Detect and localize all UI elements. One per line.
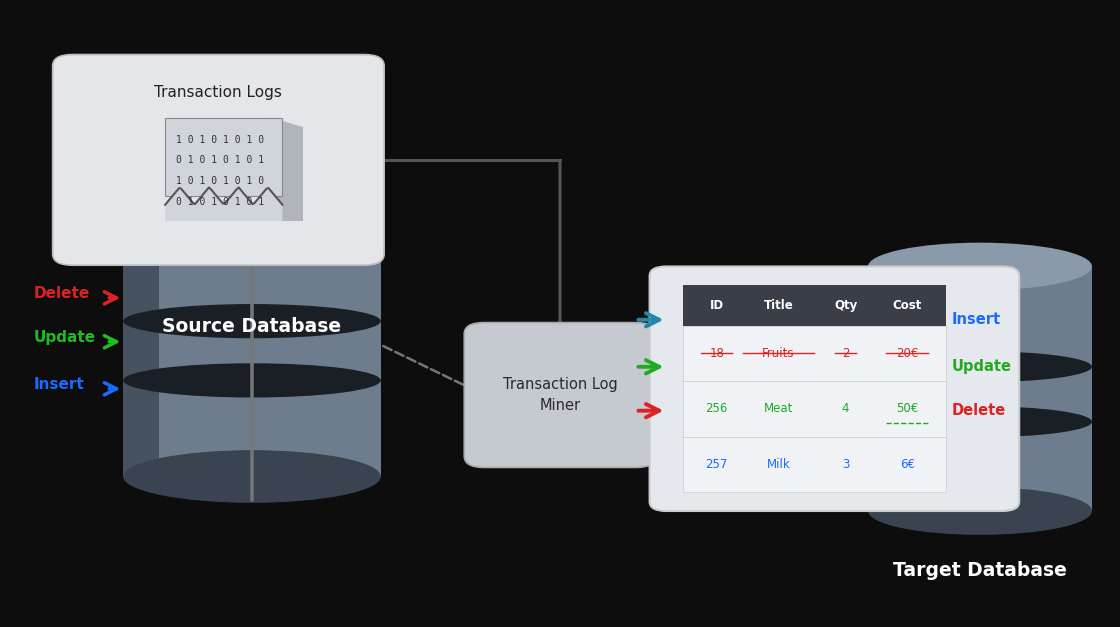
Ellipse shape — [123, 304, 381, 339]
Ellipse shape — [868, 351, 1092, 382]
Text: ID: ID — [710, 299, 724, 312]
Text: Update: Update — [952, 359, 1012, 374]
Text: 4: 4 — [842, 403, 849, 416]
Text: Transaction Log
Miner: Transaction Log Miner — [503, 377, 617, 413]
Ellipse shape — [123, 187, 381, 240]
Ellipse shape — [123, 450, 381, 503]
FancyBboxPatch shape — [650, 266, 1019, 511]
Text: 0 1 0 1 0 1 0 1: 0 1 0 1 0 1 0 1 — [177, 155, 264, 165]
Polygon shape — [868, 266, 1092, 511]
Text: Source Database: Source Database — [162, 317, 342, 335]
Ellipse shape — [868, 487, 1092, 535]
Text: Update: Update — [34, 330, 95, 345]
Text: 0 1 0 1 0 1 0 1: 0 1 0 1 0 1 0 1 — [177, 197, 264, 206]
Polygon shape — [166, 118, 282, 196]
Text: 50€: 50€ — [896, 403, 918, 416]
Text: 1 0 1 0 1 0 1 0: 1 0 1 0 1 0 1 0 — [177, 176, 264, 186]
Text: Insert: Insert — [952, 312, 1001, 327]
Polygon shape — [868, 266, 899, 511]
Ellipse shape — [868, 243, 1092, 290]
Text: Insert: Insert — [34, 377, 84, 392]
Ellipse shape — [123, 363, 381, 398]
Polygon shape — [166, 187, 282, 221]
FancyBboxPatch shape — [683, 285, 946, 325]
Text: Delete: Delete — [952, 403, 1006, 418]
Text: 6€: 6€ — [899, 458, 915, 471]
Text: Milk: Milk — [766, 458, 791, 471]
Text: Delete: Delete — [34, 286, 90, 301]
FancyBboxPatch shape — [683, 436, 946, 492]
FancyBboxPatch shape — [683, 381, 946, 436]
Polygon shape — [271, 118, 302, 221]
FancyBboxPatch shape — [464, 323, 656, 468]
FancyBboxPatch shape — [53, 55, 384, 265]
Text: 18: 18 — [709, 347, 725, 360]
Text: Meat: Meat — [764, 403, 793, 416]
Text: Cost: Cost — [893, 299, 922, 312]
Text: 1 0 1 0 1 0 1 0: 1 0 1 0 1 0 1 0 — [177, 135, 264, 144]
Text: 256: 256 — [706, 403, 728, 416]
Polygon shape — [123, 213, 381, 477]
Text: Title: Title — [764, 299, 793, 312]
Text: 20€: 20€ — [896, 347, 918, 360]
Ellipse shape — [868, 406, 1092, 437]
Polygon shape — [123, 213, 159, 477]
Text: 257: 257 — [706, 458, 728, 471]
Text: 3: 3 — [842, 458, 849, 471]
Text: Target Database: Target Database — [893, 561, 1067, 580]
Text: Qty: Qty — [834, 299, 857, 312]
Text: 2: 2 — [842, 347, 849, 360]
Text: Fruits: Fruits — [762, 347, 795, 360]
FancyBboxPatch shape — [683, 325, 946, 381]
Text: Transaction Logs: Transaction Logs — [155, 85, 282, 100]
